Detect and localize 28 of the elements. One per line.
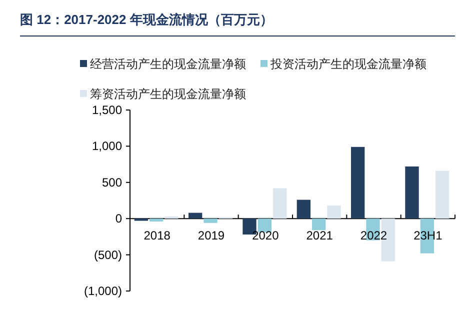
bar — [327, 206, 341, 219]
bar — [150, 218, 164, 222]
bar — [204, 218, 218, 223]
y-tick-label: 1,500 — [92, 103, 122, 117]
legend-item: 投资活动产生的现金流量净额 — [260, 57, 426, 71]
y-tick-label: (500) — [94, 248, 122, 262]
x-tick-label: 2020 — [252, 228, 280, 243]
bar — [296, 200, 310, 219]
y-tick-label: 1,000 — [92, 139, 122, 154]
x-tick-label: 2018 — [144, 228, 171, 243]
bar — [188, 212, 202, 219]
chart-title: 图 12：2017-2022 年现金流情况（百万元） — [20, 12, 273, 27]
x-tick-label: 23H1 — [414, 228, 443, 243]
bar — [436, 170, 450, 219]
y-tick-label: 0 — [115, 212, 122, 226]
x-tick-label: 2021 — [306, 228, 334, 243]
bar — [405, 166, 419, 219]
bar — [312, 218, 326, 230]
x-tick-label: 2022 — [360, 228, 388, 243]
legend-item: 筹资活动产生的现金流量净额 — [80, 87, 246, 101]
bar — [258, 218, 272, 232]
x-tick-label: 2019 — [198, 228, 225, 243]
bar — [273, 188, 287, 219]
bar — [351, 146, 365, 219]
y-tick-label: (1,000) — [84, 284, 122, 298]
bar — [164, 216, 178, 219]
y-tick-label: 500 — [102, 175, 122, 190]
legend-item: 经营活动产生的现金流量净额 — [80, 57, 246, 71]
